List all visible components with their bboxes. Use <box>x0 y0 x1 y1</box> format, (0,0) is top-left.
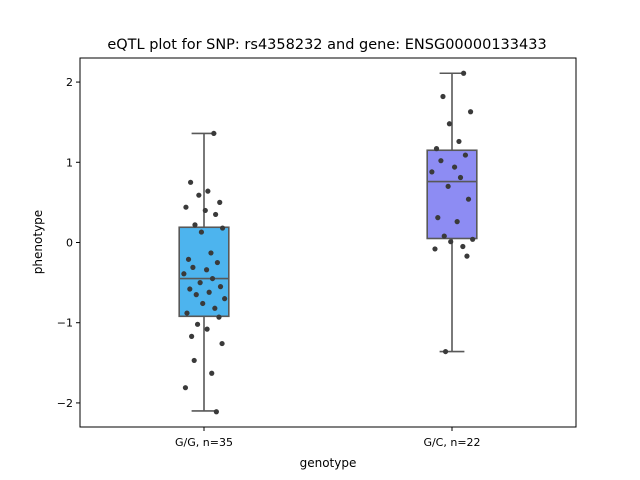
data-point <box>470 236 476 242</box>
y-axis: −2 −1 0 1 2 <box>57 76 80 410</box>
data-point <box>204 326 210 332</box>
data-point <box>467 109 474 115</box>
data-point <box>454 219 460 225</box>
y-tick-label: −2 <box>57 397 73 410</box>
y-tick-label: 0 <box>66 237 73 250</box>
data-point <box>460 243 466 250</box>
data-point <box>219 225 226 231</box>
data-point <box>440 93 446 100</box>
data-point <box>219 340 225 347</box>
data-point <box>213 409 219 415</box>
x-tick-label: G/C, n=22 <box>423 436 480 449</box>
data-point <box>462 152 469 158</box>
x-axis: G/G, n=35 G/C, n=22 <box>175 427 481 449</box>
data-point <box>446 121 453 127</box>
data-point <box>433 146 440 152</box>
x-tick-label: G/G, n=35 <box>175 436 233 449</box>
data-point <box>182 385 189 391</box>
data-point <box>185 256 192 262</box>
data-point <box>194 321 201 327</box>
data-point <box>198 229 205 235</box>
data-point <box>197 280 203 286</box>
data-point <box>196 192 202 198</box>
box-group <box>178 130 230 415</box>
data-point <box>187 179 194 185</box>
data-point <box>451 164 458 170</box>
data-point <box>461 70 467 76</box>
data-point <box>438 158 444 164</box>
data-point <box>213 211 219 218</box>
data-point <box>432 246 438 252</box>
data-point <box>205 188 211 194</box>
data-point <box>181 271 187 277</box>
data-point <box>211 130 217 137</box>
x-axis-label: genotype <box>300 456 357 470</box>
plot-area <box>178 70 478 415</box>
data-point <box>465 196 472 202</box>
data-point <box>191 357 197 364</box>
box-group <box>426 70 478 355</box>
data-point <box>214 259 221 266</box>
data-point <box>202 207 208 214</box>
data-point <box>184 310 190 316</box>
data-point <box>212 305 218 311</box>
data-point <box>189 333 195 339</box>
chart-title: eQTL plot for SNP: rs4358232 and gene: E… <box>107 37 546 53</box>
data-point <box>217 199 223 205</box>
data-point <box>445 183 451 189</box>
y-tick-label: 1 <box>66 156 73 169</box>
data-point <box>464 253 470 259</box>
data-point <box>222 296 228 302</box>
data-point <box>457 174 464 181</box>
data-point <box>456 138 462 145</box>
data-point <box>183 204 189 210</box>
data-point <box>442 348 449 355</box>
data-point <box>193 292 199 298</box>
data-point <box>429 169 435 175</box>
y-axis-label: phenotype <box>31 210 45 274</box>
iqr-box <box>426 149 478 240</box>
data-point <box>209 275 216 282</box>
data-point <box>209 370 215 376</box>
data-point <box>206 289 212 295</box>
data-point <box>187 286 193 292</box>
data-point <box>448 239 454 245</box>
data-point <box>208 250 214 256</box>
data-point <box>217 284 224 290</box>
y-tick-label: −1 <box>57 317 73 330</box>
axes-frame <box>79 57 577 428</box>
data-point <box>190 264 196 270</box>
data-point <box>203 267 210 273</box>
data-point <box>192 222 198 228</box>
data-point <box>435 215 441 221</box>
data-point <box>441 233 447 239</box>
data-point <box>216 314 222 320</box>
data-point <box>200 300 206 307</box>
y-tick-label: 2 <box>66 76 73 89</box>
